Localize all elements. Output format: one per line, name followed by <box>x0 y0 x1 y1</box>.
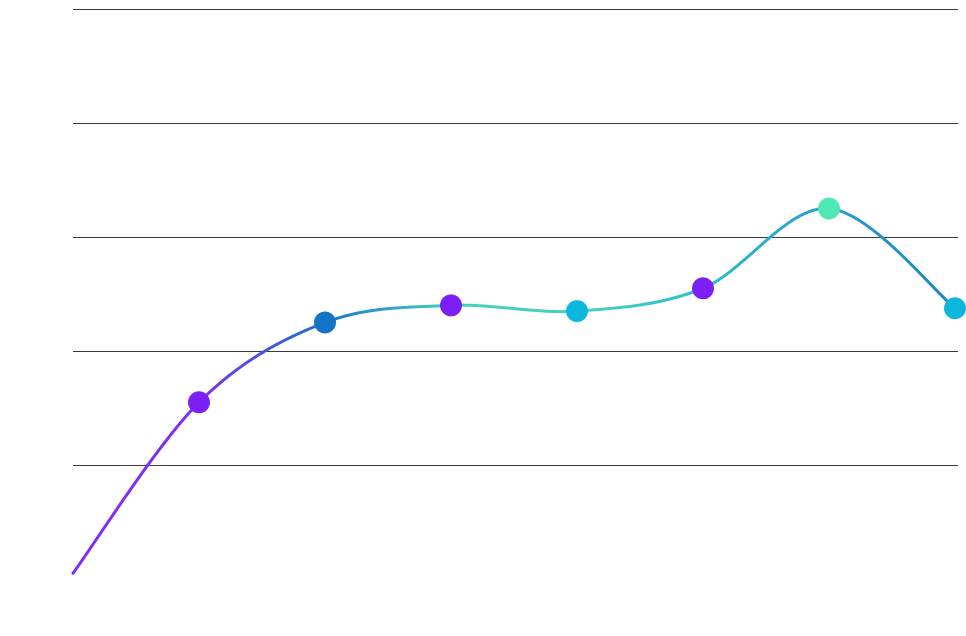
data-point-6[interactable] <box>818 197 840 220</box>
data-point-2[interactable] <box>314 311 336 334</box>
data-point-5[interactable] <box>692 277 714 300</box>
gridlines <box>73 9 958 466</box>
data-point-7[interactable] <box>944 297 966 320</box>
data-point-1[interactable] <box>188 391 210 414</box>
data-point-4[interactable] <box>566 300 588 323</box>
series-line <box>71 206 957 575</box>
data-point-3[interactable] <box>440 294 462 317</box>
series-line-layer <box>71 206 957 575</box>
data-points <box>188 197 966 414</box>
